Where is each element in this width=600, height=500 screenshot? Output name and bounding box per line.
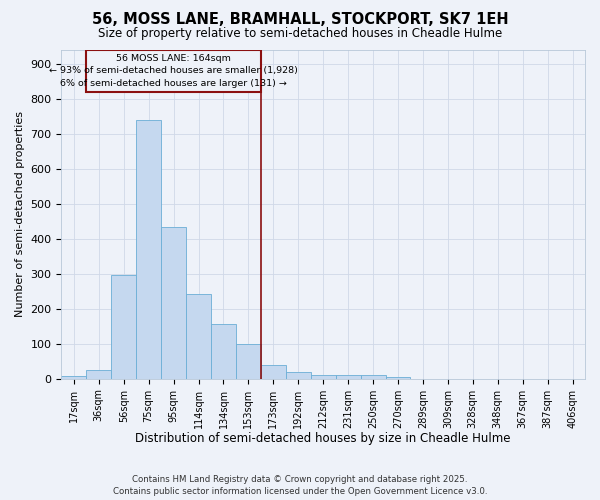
Bar: [111, 275, 136, 378]
Bar: [211, 324, 236, 378]
Bar: [311, 374, 335, 378]
Text: 56 MOSS LANE: 164sqm
← 93% of semi-detached houses are smaller (1,928)
6% of sem: 56 MOSS LANE: 164sqm ← 93% of semi-detac…: [49, 54, 298, 88]
Bar: [86, 50, 261, 92]
Text: Size of property relative to semi-detached houses in Cheadle Hulme: Size of property relative to semi-detach…: [98, 28, 502, 40]
Bar: [86, 370, 111, 378]
Text: Contains HM Land Registry data © Crown copyright and database right 2025.
Contai: Contains HM Land Registry data © Crown c…: [113, 474, 487, 496]
Bar: [361, 375, 386, 378]
Text: 56, MOSS LANE, BRAMHALL, STOCKPORT, SK7 1EH: 56, MOSS LANE, BRAMHALL, STOCKPORT, SK7 …: [92, 12, 508, 28]
Bar: [236, 344, 261, 378]
Bar: [335, 375, 361, 378]
Bar: [386, 376, 410, 378]
Bar: [136, 120, 161, 378]
Bar: [286, 372, 311, 378]
Bar: [61, 376, 86, 378]
Bar: [186, 294, 211, 378]
Bar: [161, 228, 186, 378]
Bar: [261, 364, 286, 378]
Y-axis label: Number of semi-detached properties: Number of semi-detached properties: [15, 112, 25, 318]
X-axis label: Distribution of semi-detached houses by size in Cheadle Hulme: Distribution of semi-detached houses by …: [136, 432, 511, 445]
